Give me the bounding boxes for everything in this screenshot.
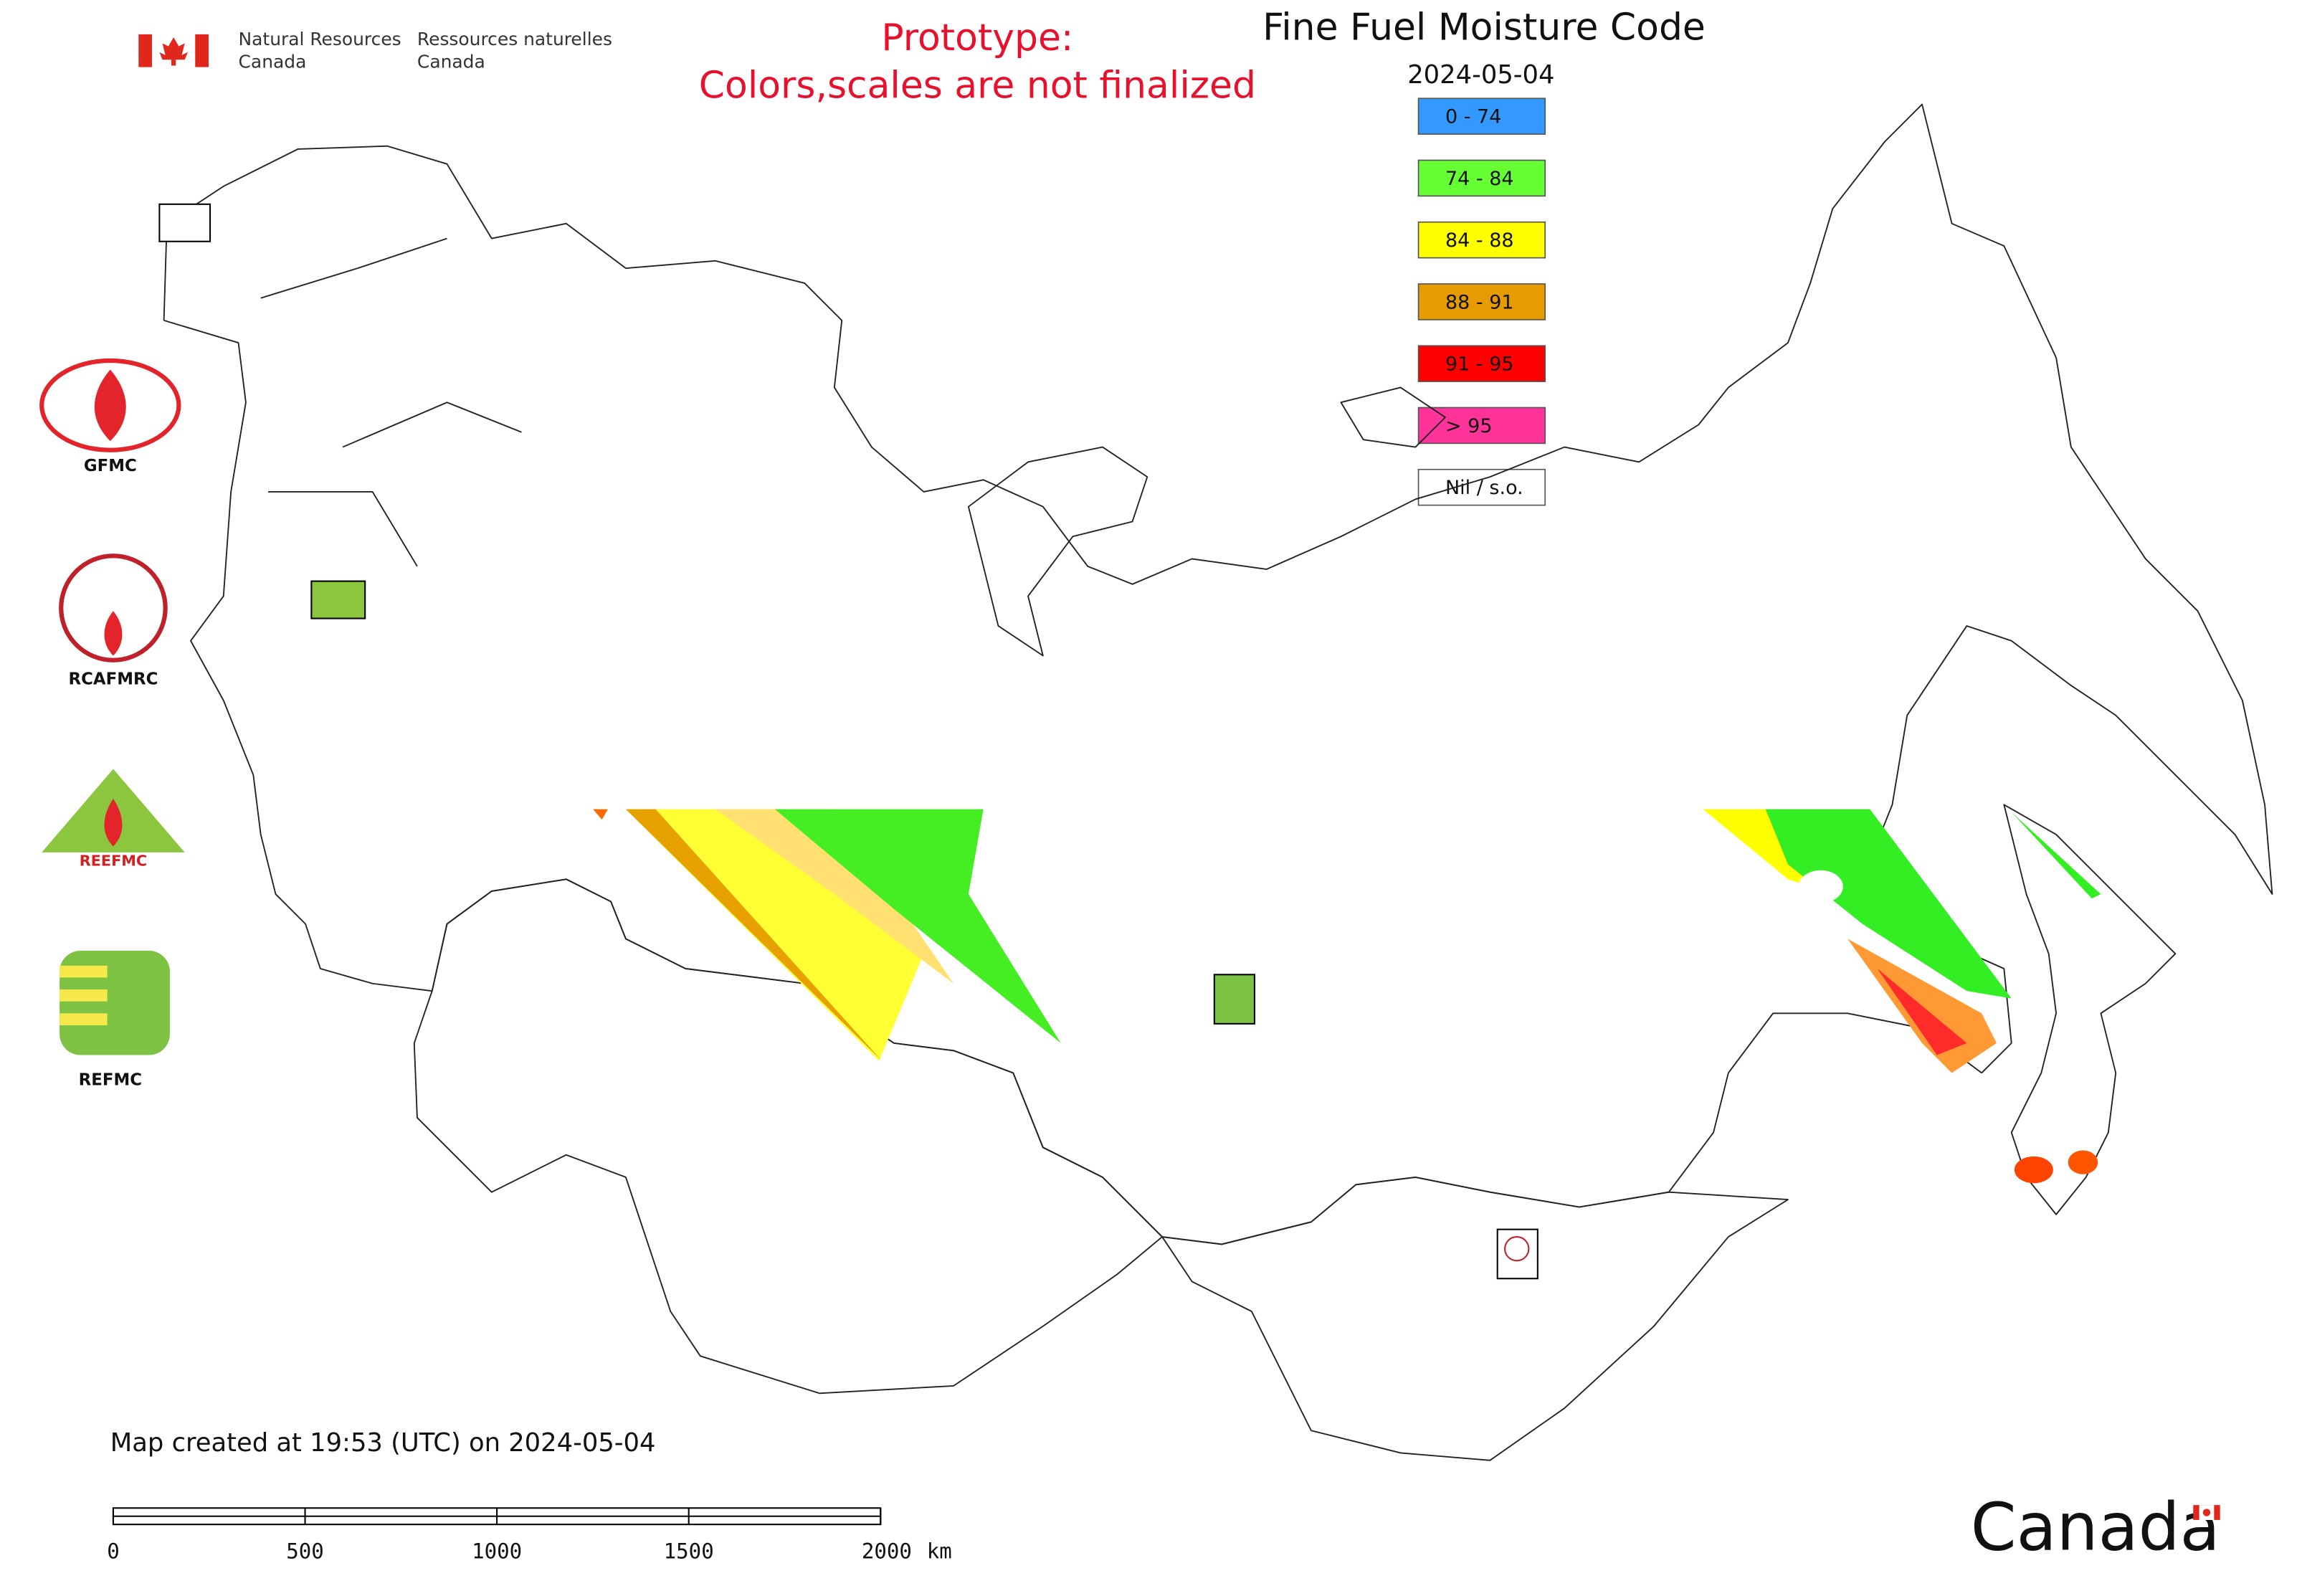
scale-label: 2000 <box>862 1539 912 1564</box>
agency-fr: Canada <box>417 51 485 72</box>
legend-swatch <box>1417 98 1546 135</box>
rcafmrc-logo <box>59 554 168 662</box>
logo-label: RCAFMRC <box>69 670 158 688</box>
legend-swatch <box>1417 159 1546 197</box>
legend-label: 74 - 84 <box>1445 168 1514 190</box>
gfmc-logo <box>39 358 181 452</box>
agency-fr: Ressources naturelles <box>417 29 612 49</box>
scale-bar: 0 500 1000 1500 2000 km <box>107 1507 952 1564</box>
refmc-stripe <box>60 965 108 978</box>
coverage-patch <box>2014 1156 2053 1184</box>
maple-leaf <box>159 37 188 66</box>
map-date: 2024-05-04 <box>1407 60 1554 90</box>
scale-label: 0 <box>107 1539 120 1564</box>
rcafmrc-flame <box>104 611 123 656</box>
refmc-stripe <box>60 1013 108 1025</box>
logo-label: REEFMC <box>80 852 147 869</box>
partner-logos: GFMC RCAFMRC REEFMC REFMC <box>39 203 1538 1280</box>
map-title: Fine Fuel Moisture Code <box>1262 6 1706 49</box>
flag-bar <box>195 34 209 67</box>
island <box>967 446 1148 657</box>
scale-label: 1000 <box>472 1539 522 1564</box>
fip-header: Natural Resources Canada Ressources natu… <box>138 29 612 72</box>
legend-swatch <box>1417 345 1546 382</box>
logo-label: GFMC <box>84 457 137 475</box>
island <box>1340 386 1446 448</box>
island <box>2003 804 2177 1215</box>
legend: 0 - 74 74 - 84 84 - 88 88 - 91 91 - 95 > 95 Ni… <box>1417 98 1546 506</box>
scale-unit: km <box>927 1539 952 1564</box>
coverage-patch <box>1877 968 1967 1055</box>
legend-label: 0 - 74 <box>1445 106 1501 128</box>
coverage-patch <box>1765 809 2012 999</box>
legend-label: > 95 <box>1445 415 1493 437</box>
wordmark-flag <box>2202 1509 2211 1516</box>
coverage-patch <box>774 809 1061 1043</box>
legend-label: 91 - 95 <box>1445 353 1514 376</box>
scale-label: 1500 <box>664 1539 714 1564</box>
canada-wordmark: Canada <box>1971 1488 2220 1565</box>
agency-en: Canada <box>239 51 307 72</box>
legend-label: 88 - 91 <box>1445 291 1514 313</box>
logo-label: REFMC <box>79 1070 142 1089</box>
legend-swatch <box>1417 221 1546 259</box>
legend-swatch <box>1417 283 1546 320</box>
coverage-patch <box>2068 1150 2098 1174</box>
prototype-notice: Colors,scales are not finalized <box>699 65 1256 108</box>
flag-bar <box>138 34 152 67</box>
map-marker-icon <box>1504 1236 1530 1262</box>
map-marker <box>1213 974 1255 1025</box>
coverage-patch <box>2011 812 2101 899</box>
refmc-stripe <box>60 989 108 1002</box>
legend-label: Nil / s.o. <box>1445 477 1523 499</box>
coastline <box>163 103 2273 1074</box>
agency-en: Natural Resources <box>239 29 401 49</box>
reefmc-flame <box>104 799 123 847</box>
prototype-notice: Prototype: <box>881 16 1073 60</box>
legend-label: 84 - 88 <box>1445 229 1514 252</box>
scale-label: 500 <box>286 1539 324 1564</box>
map-marker <box>310 580 366 619</box>
legend-swatch <box>1417 468 1546 506</box>
gfmc-flame <box>94 369 126 442</box>
coverage-gap <box>1798 870 1843 903</box>
mongolia-border <box>1161 1176 1789 1461</box>
map-marker <box>158 203 211 242</box>
scandinavia-border <box>260 237 522 567</box>
coverage-patch <box>593 809 608 820</box>
ffmc-coverage <box>593 809 2101 1184</box>
creation-note: Map created at 19:53 (UTC) on 2024-05-04 <box>110 1428 656 1458</box>
kazakhstan-border <box>413 878 1164 1395</box>
map-marker <box>1496 1228 1538 1280</box>
